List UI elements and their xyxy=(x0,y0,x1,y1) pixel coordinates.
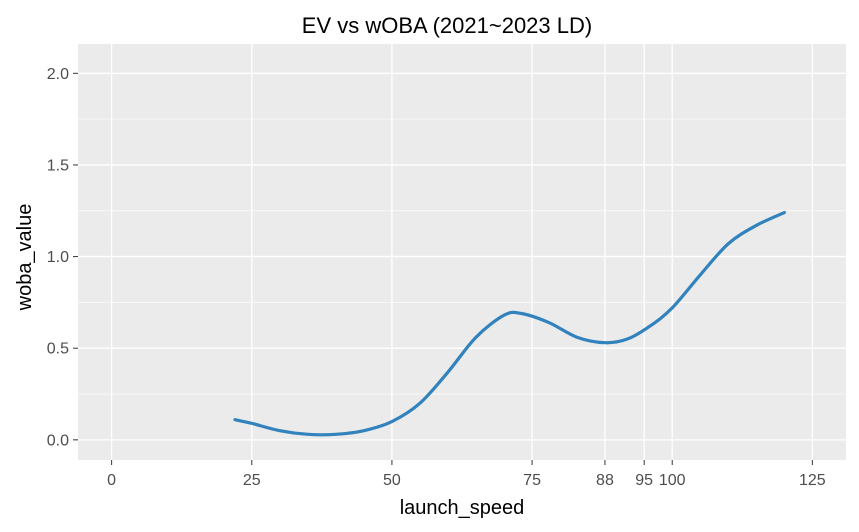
y-gridlines xyxy=(78,72,846,441)
x-tick-label: 125 xyxy=(799,472,826,489)
x-tick-label: 25 xyxy=(243,472,261,489)
x-tick-label: 75 xyxy=(523,472,541,489)
y-tick-label: 1.0 xyxy=(47,249,69,266)
x-tick-label: 88 xyxy=(596,472,614,489)
x-axis-ticks: 0 25 50 75 88 95 100 125 xyxy=(107,460,826,489)
y-tick-label: 0.5 xyxy=(47,341,69,358)
y-tick-label: 2.0 xyxy=(47,66,69,83)
plot-panel xyxy=(78,44,846,460)
y-tick-label: 1.5 xyxy=(47,157,69,174)
chart-title: EV vs wOBA (2021~2023 LD) xyxy=(302,13,592,38)
series-lines xyxy=(233,211,786,437)
series-line xyxy=(233,211,786,437)
x-tick-label: 100 xyxy=(659,472,686,489)
x-axis-title: launch_speed xyxy=(400,497,525,519)
x-tick-label: 50 xyxy=(383,472,401,489)
y-axis-title: woba_value xyxy=(14,204,36,312)
y-axis-ticks: 0.0 0.5 1.0 1.5 2.0 xyxy=(47,66,78,449)
y-tick-label: 0.0 xyxy=(47,432,69,449)
x-tick-label: 95 xyxy=(635,472,653,489)
x-tick-label: 0 xyxy=(107,472,116,489)
x-gridlines xyxy=(110,44,814,460)
